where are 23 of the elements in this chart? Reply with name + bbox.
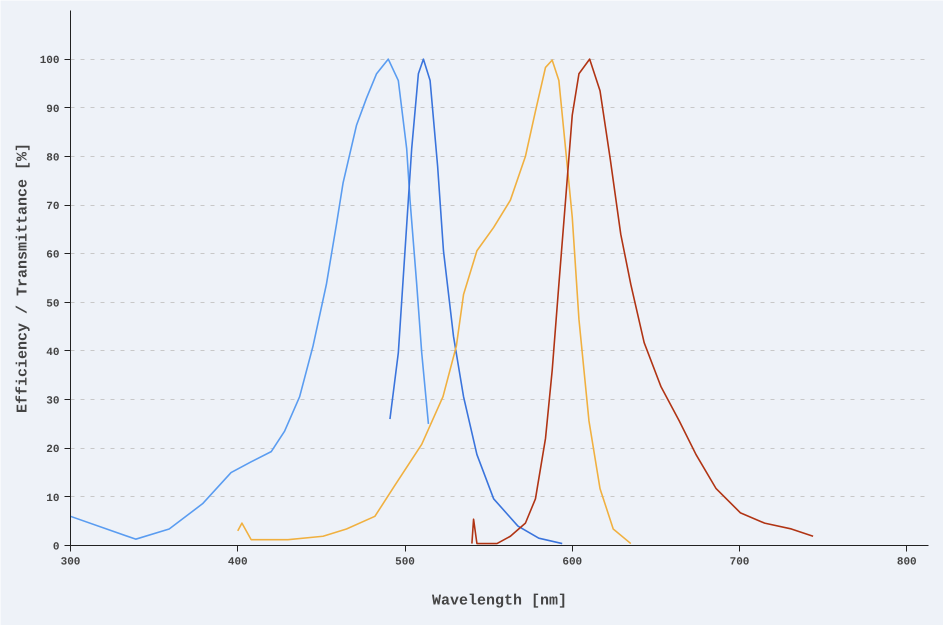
y-tick-label: 90 <box>46 104 60 116</box>
x-tick-label: 500 <box>395 556 415 568</box>
y-tick-label: 20 <box>46 444 60 456</box>
x-tick-label: 300 <box>60 556 80 568</box>
x-axis-title: Wavelength [nm] <box>432 592 568 610</box>
x-tick-label: 800 <box>896 556 917 568</box>
line-series <box>471 58 814 544</box>
line-series <box>70 58 430 540</box>
y-tick-label: 100 <box>40 55 60 68</box>
line-series <box>389 58 564 544</box>
y-tick-label: 30 <box>46 396 60 408</box>
y-tick-label: 50 <box>46 298 60 310</box>
y-tick-label: 70 <box>46 201 60 214</box>
y-axis-title: Efficiency / Transmittance [%] <box>14 142 32 414</box>
x-tick-label: 600 <box>562 556 582 568</box>
y-tick-label: 10 <box>46 492 60 505</box>
line-series <box>236 59 632 544</box>
y-tick-label: 40 <box>46 346 60 359</box>
x-tick-label: 700 <box>730 556 750 568</box>
y-tick-label: 60 <box>46 250 60 262</box>
y-tick-label: 0 <box>52 542 60 554</box>
x-tick-label: 400 <box>228 556 248 568</box>
y-tick-label: 80 <box>46 152 60 164</box>
